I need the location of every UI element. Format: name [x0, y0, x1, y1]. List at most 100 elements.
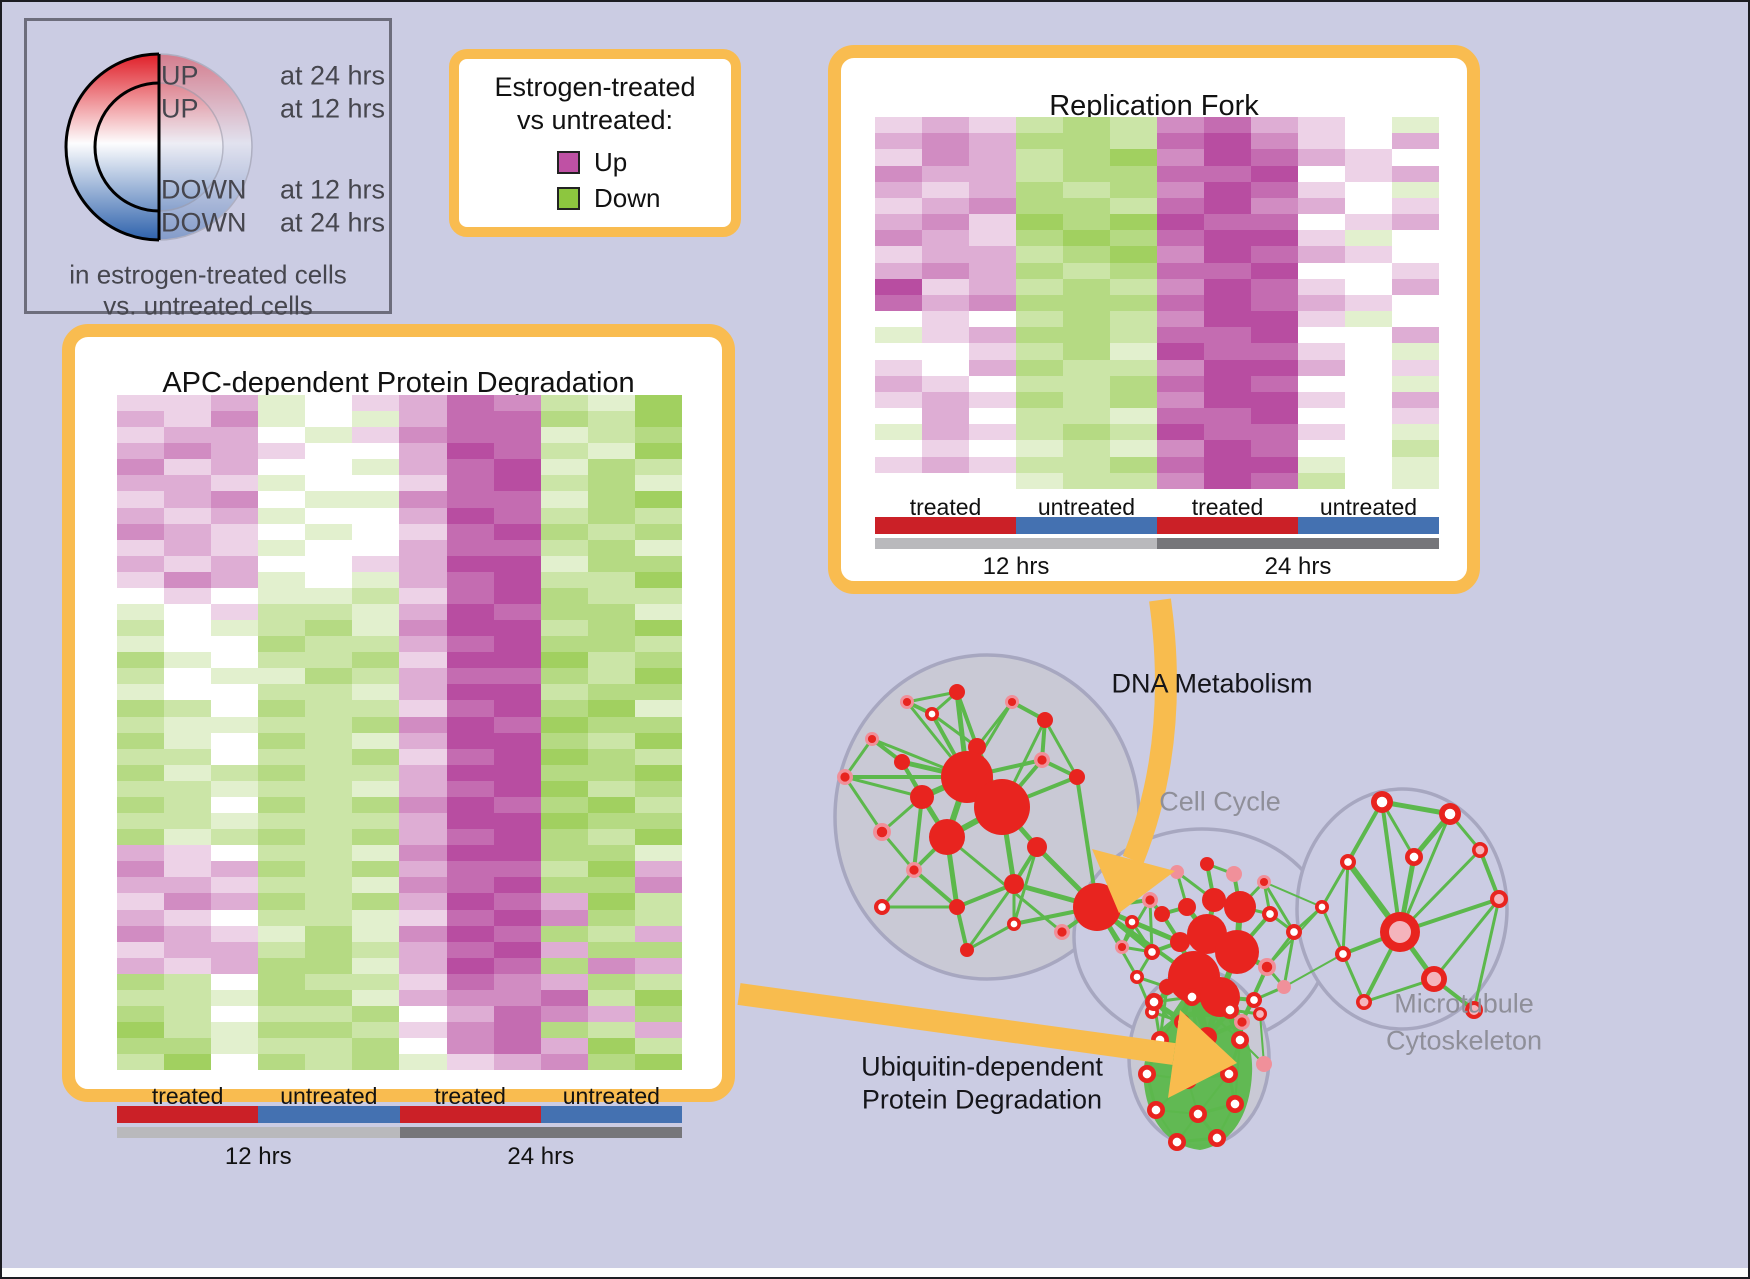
heatmap-cell [875, 246, 922, 263]
heatmap-cell [1110, 278, 1157, 295]
heatmap-cell [587, 973, 635, 990]
heatmap-cell [211, 861, 259, 878]
heatmap-cell [446, 427, 494, 444]
heatmap-cell [211, 716, 259, 733]
heatmap-cell [1110, 262, 1157, 279]
heatmap-cell [117, 668, 165, 685]
heatmap-cell [211, 427, 259, 444]
heatmap-cell [352, 829, 400, 846]
heatmap-cell [1110, 133, 1157, 150]
updown-direction: DOWN [161, 174, 247, 205]
updown-gradient-rings-icon [64, 52, 253, 242]
heatmap-cell [1298, 294, 1345, 312]
heatmap-cell [211, 491, 259, 508]
heatmap-cell [258, 845, 306, 862]
rf-group-labels: treated untreated treated untreated [875, 494, 1439, 521]
heatmap-cell [1110, 230, 1157, 247]
heatmap-cell [258, 491, 306, 508]
heatmap-cell [164, 732, 212, 749]
heatmap-cell [587, 893, 635, 910]
heatmap-cell [1298, 456, 1345, 473]
heatmap-cell [969, 424, 1016, 441]
heatmap-cell [634, 620, 682, 637]
heatmap-cell [211, 813, 259, 830]
heatmap-cell [117, 636, 165, 653]
gene-node-ring-core [1142, 1069, 1152, 1079]
heatmap-cell [1063, 246, 1110, 263]
heatmap-cell [211, 1005, 259, 1023]
heatmap-cell [399, 684, 447, 701]
heatmap-cell [164, 893, 212, 910]
heatmap-row [875, 278, 1439, 295]
heatmap-cell [164, 764, 212, 781]
heatmap-cell [587, 780, 635, 797]
heatmap-cell [446, 395, 494, 412]
heatmap-cell [258, 459, 306, 476]
heatmap-cell [1204, 391, 1251, 409]
heatmap-cell [1016, 375, 1063, 392]
heatmap-row [117, 620, 682, 637]
heatmap-cell [117, 829, 165, 846]
network-edge [1282, 931, 1296, 988]
heatmap-row [117, 813, 682, 830]
heatmap-cell [1204, 197, 1251, 215]
heatmap-cell [352, 989, 400, 1006]
heatmap-cell [164, 507, 212, 524]
heatmap-cell [352, 668, 400, 685]
heatmap-cell [164, 668, 212, 685]
gene-node-ring-core [1151, 1105, 1161, 1115]
heatmap-cell [352, 620, 400, 637]
heatmap-cell [352, 877, 400, 894]
heatmap-cell [164, 411, 212, 428]
heatmap-cell [493, 395, 541, 412]
heatmap-cell [164, 877, 212, 894]
heatmap-row [117, 845, 682, 862]
heatmap-row [875, 408, 1439, 425]
gene-node-ring-core [1290, 928, 1298, 936]
heatmap-cell [1251, 278, 1298, 295]
heatmap-cell [1251, 214, 1298, 231]
network-edge [1380, 801, 1402, 933]
heatmap-cell [922, 262, 969, 279]
heatmap-cell [587, 668, 635, 685]
heatmap-cell [164, 459, 212, 476]
heatmap-cell [117, 796, 165, 814]
heatmap-cell [258, 732, 306, 749]
heatmap-cell [305, 523, 353, 540]
heatmap-cell [352, 1022, 400, 1039]
heatmap-cell [634, 861, 682, 878]
heatmap-cell [587, 475, 635, 492]
heatmap-cell [540, 877, 588, 894]
heatmap-cell [305, 668, 353, 685]
heatmap-cell [1204, 278, 1251, 295]
heatmap-row [117, 1054, 682, 1071]
heatmap-cell [634, 1022, 682, 1039]
heatmap-cell [1345, 133, 1392, 150]
heatmap-cell [1392, 262, 1439, 279]
heatmap-cell [1157, 246, 1204, 263]
heatmap-cell [258, 893, 306, 910]
heatmap-cell [164, 1054, 212, 1071]
heatmap-cell [399, 925, 447, 942]
heatmap-cell [1016, 472, 1063, 489]
gene-node-halo-core [1057, 927, 1067, 937]
heatmap-cell [1251, 456, 1298, 473]
gene-node-ring-core [1225, 1005, 1235, 1015]
heatmap-cell [305, 861, 353, 878]
heatmap-cell [1251, 181, 1298, 198]
heatmap-row [875, 327, 1439, 344]
heatmap-cell [352, 652, 400, 669]
gene-node-ring-core [1256, 1010, 1264, 1018]
heatmap-cell [1298, 197, 1345, 215]
heatmap-cell [493, 813, 541, 830]
heatmap-cell [634, 813, 682, 830]
heatmap-cell [352, 941, 400, 958]
gene-node-ring-core [1250, 996, 1258, 1004]
heatmap-cell [1016, 117, 1063, 134]
heatmap-cell [1157, 133, 1204, 150]
heatmap-cell [587, 1022, 635, 1039]
gene-node-ring-core [1128, 918, 1136, 926]
heatmap-cell [305, 989, 353, 1006]
heatmap-cell [305, 877, 353, 894]
heatmap-cell [634, 668, 682, 685]
